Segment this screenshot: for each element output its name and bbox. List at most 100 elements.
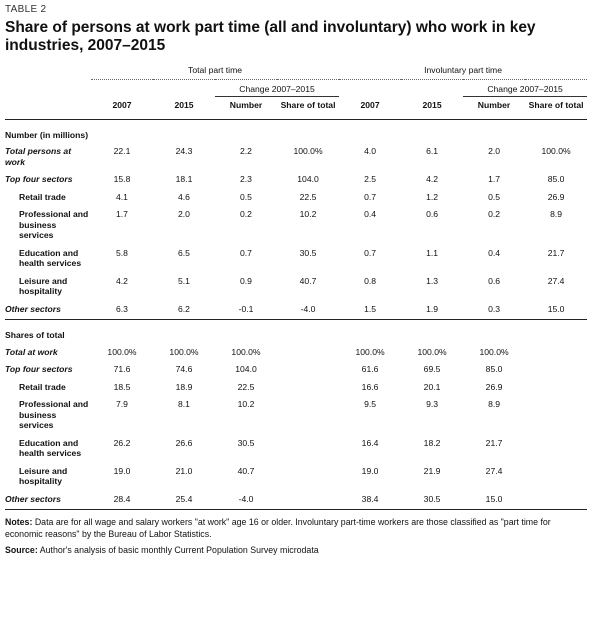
cell: 85.0 bbox=[485, 364, 503, 374]
footnotes: Notes: Data are for all wage and salary … bbox=[5, 516, 587, 556]
source-text: Author's analysis of basic monthly Curre… bbox=[39, 545, 319, 555]
cell: 21.7 bbox=[485, 437, 503, 448]
row-label: Top four sectors bbox=[5, 364, 73, 374]
cell bbox=[525, 490, 588, 510]
table-row: Leisure and hospitality 4.2 5.1 0.9 40.7 0.8 1… bbox=[5, 273, 587, 301]
cell: 18.9 bbox=[175, 381, 193, 392]
cell: 0.9 bbox=[240, 275, 252, 286]
cell: 1.7 bbox=[116, 209, 128, 219]
cell: 0.7 bbox=[364, 247, 377, 258]
cell: 104.0 bbox=[297, 174, 319, 184]
cell: 4.2 bbox=[426, 174, 439, 184]
cell: 1.2 bbox=[426, 191, 439, 202]
row-label: Total persons at work bbox=[5, 146, 72, 167]
table-row: Education and health services 26.2 26.6 30.… bbox=[5, 435, 587, 463]
cell: 19.0 bbox=[361, 465, 379, 476]
cell: 30.5 bbox=[401, 490, 464, 510]
row-label: Other sectors bbox=[5, 300, 91, 320]
cell: 26.2 bbox=[113, 437, 131, 448]
cell: 18.1 bbox=[175, 174, 193, 184]
notes-text: Data are for all wage and salary workers… bbox=[5, 517, 551, 539]
cell: 24.3 bbox=[175, 146, 193, 156]
column-header: 2015 bbox=[401, 96, 464, 120]
group-row: Total part time Involuntary part time bbox=[5, 65, 588, 80]
section-row: Shares of total bbox=[5, 320, 587, 344]
cell: 4.6 bbox=[178, 191, 190, 202]
cell: 69.5 bbox=[423, 364, 441, 374]
cell bbox=[277, 344, 339, 362]
column-header: 2007 bbox=[339, 96, 402, 120]
row-label: Top four sectors bbox=[5, 174, 73, 184]
cell bbox=[525, 396, 587, 435]
cell: 0.5 bbox=[488, 191, 501, 202]
cell: 100.0% bbox=[541, 146, 571, 156]
cell: 6.3 bbox=[91, 300, 153, 320]
cell: 0.4 bbox=[364, 209, 377, 219]
column-header: 2015 bbox=[153, 96, 215, 120]
cell: 40.7 bbox=[299, 275, 317, 286]
cell: 6.2 bbox=[153, 300, 215, 320]
cell: 9.5 bbox=[364, 399, 377, 409]
cell: 2.0 bbox=[488, 146, 501, 156]
cell: 4.2 bbox=[116, 275, 128, 286]
cell bbox=[277, 361, 339, 379]
table-row: Total at work 100.0% 100.0% 100.0% 100.0% 100… bbox=[5, 344, 587, 362]
cell: 26.9 bbox=[547, 191, 565, 202]
table-label: TABLE 2 bbox=[5, 4, 47, 15]
cell: 100.0% bbox=[169, 346, 199, 357]
table-row: Total persons at work 22.1 24.3 2.2 100.0% 4.… bbox=[5, 143, 587, 171]
cell: 6.5 bbox=[178, 247, 190, 258]
cell: 18.2 bbox=[423, 437, 441, 448]
cell: 61.6 bbox=[361, 364, 379, 374]
cell bbox=[525, 361, 587, 379]
section-title: Shares of total bbox=[5, 330, 65, 340]
cell: 5.8 bbox=[116, 247, 128, 258]
cell: 15.0 bbox=[463, 490, 526, 510]
cell: 0.8 bbox=[364, 275, 377, 286]
table-row: Professional and business services 7.9 8.1… bbox=[5, 396, 587, 435]
cell: 26.6 bbox=[175, 437, 193, 448]
cell: 2.2 bbox=[240, 146, 252, 156]
cell: 74.6 bbox=[175, 364, 193, 374]
cell: 100.0% bbox=[479, 346, 509, 357]
row-label: Education and health services bbox=[19, 247, 82, 269]
cell: 0.2 bbox=[488, 209, 501, 219]
table-row: Top four sectors 71.6 74.6 104.0 61.6 69.5 85.… bbox=[5, 361, 587, 379]
cell bbox=[277, 396, 339, 435]
cell: 85.0 bbox=[547, 174, 565, 184]
cell: 0.3 bbox=[463, 300, 526, 320]
table-row: Professional and business services 1.7 2.0… bbox=[5, 206, 587, 245]
cell: 0.5 bbox=[240, 191, 252, 202]
cell bbox=[277, 490, 340, 510]
column-header: Number bbox=[463, 96, 526, 120]
cell: 100.0% bbox=[231, 346, 261, 357]
cell: 4.0 bbox=[364, 146, 377, 156]
cell bbox=[277, 379, 339, 397]
cell: 19.0 bbox=[113, 465, 131, 476]
cell: 1.5 bbox=[339, 300, 402, 320]
cell: 22.5 bbox=[299, 191, 317, 202]
cell: 22.1 bbox=[113, 146, 131, 156]
section-row: Number (in millions) bbox=[5, 119, 587, 143]
cell: 8.1 bbox=[178, 399, 190, 409]
cell: 27.4 bbox=[547, 275, 565, 286]
cell: -4.0 bbox=[215, 490, 277, 510]
cell bbox=[277, 463, 339, 491]
notes-label: Notes: bbox=[5, 517, 33, 527]
table-title: Share of persons at work part time (all … bbox=[5, 19, 536, 54]
cell: 100.0% bbox=[107, 346, 137, 357]
row-label: Retail trade bbox=[19, 191, 66, 202]
column-header: Share of total bbox=[525, 96, 588, 120]
table-row: Retail trade 4.1 4.6 0.5 22.5 0.7 1.2 0.5 26.9 bbox=[5, 189, 587, 207]
cell: 21.9 bbox=[423, 465, 441, 476]
section-title: Number (in millions) bbox=[5, 129, 89, 140]
change-header: Change 2007–2015 bbox=[463, 79, 588, 97]
cell: 2.3 bbox=[240, 174, 252, 184]
row-label: Professional and business services bbox=[19, 209, 89, 240]
table-row: Top four sectors 15.8 18.1 2.3 104.0 2.5 4.2 1.… bbox=[5, 171, 587, 189]
change-header: Change 2007–2015 bbox=[215, 79, 340, 97]
cell: 16.4 bbox=[361, 437, 379, 448]
column-row: 2007 2015 Number Share of total 2007 2015 Numb… bbox=[5, 96, 588, 120]
row-label: Leisure and hospitality bbox=[19, 275, 68, 297]
